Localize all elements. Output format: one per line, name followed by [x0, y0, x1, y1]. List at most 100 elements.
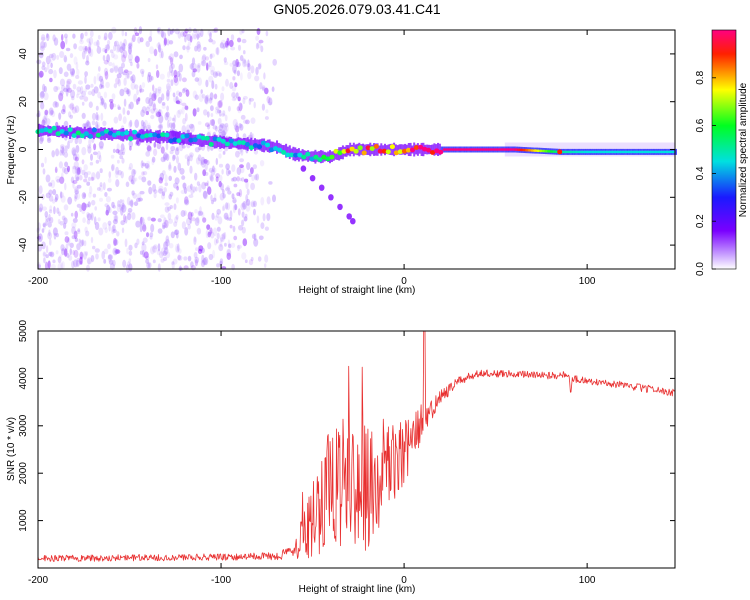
spectrogram-noise-blob	[272, 194, 276, 203]
spectrogram-ridge-point	[256, 144, 263, 150]
spectrogram-branch-point	[300, 165, 307, 172]
spectrogram-noise-blob	[218, 99, 223, 109]
spectrogram-noise-blob	[73, 43, 77, 50]
spectrogram-noise-blob	[88, 36, 94, 45]
spectrogram-noise-blob	[166, 92, 170, 102]
spectrogram-noise-blob	[170, 57, 174, 66]
spectrogram-ridge-point	[91, 127, 97, 133]
spectrogram-noise-blob	[47, 135, 51, 142]
spectrogram-noise-blob	[160, 146, 165, 154]
spectrogram-noise-blob	[197, 121, 202, 125]
spectrogram-noise-blob	[104, 192, 108, 197]
spectrogram-noise-blob	[113, 214, 117, 222]
spectrogram-ridge-envelope	[263, 138, 266, 153]
spectrogram-noise-blob	[134, 56, 140, 63]
spectrogram-noise-blob	[44, 109, 49, 116]
spectrogram-ridge-envelope	[177, 132, 180, 144]
spectrogram-noise-blob	[121, 62, 125, 69]
spectrogram-noise-blob	[241, 226, 246, 234]
spectrogram-noise-blob	[149, 235, 153, 240]
spectrogram-noise-blob	[42, 83, 46, 93]
spectrogram-noise-blob	[54, 166, 58, 173]
spectrogram-noise-blob	[203, 256, 209, 266]
spectrogram-noise-blob	[176, 232, 179, 239]
spectrogram-noise-blob	[166, 89, 170, 97]
spectrogram-noise-blob	[223, 212, 229, 220]
spectrogram-noise-blob	[111, 52, 115, 59]
spectrogram-noise-blob	[163, 37, 168, 46]
spectrogram-ridge-point	[434, 148, 440, 154]
spectrogram-noise-blob	[256, 215, 260, 224]
spectrogram-ridge-point	[208, 142, 214, 147]
spectrogram-noise-blob	[244, 259, 248, 264]
spectrogram-ridge-envelope	[250, 137, 253, 151]
spectrogram-noise-blob	[233, 203, 237, 211]
spectrogram-noise-blob	[136, 98, 139, 105]
spectrogram-noise-blob	[219, 123, 225, 128]
spectrogram-ridge-point	[184, 133, 190, 139]
spectrogram-noise-blob	[227, 239, 231, 248]
spectrogram-noise-blob	[168, 243, 174, 249]
spectrogram-noise-blob	[86, 38, 91, 43]
spectrogram-noise-blob	[74, 190, 79, 195]
spectrogram-noise-blob	[232, 176, 238, 182]
spectrogram-ridge-point	[220, 138, 226, 144]
spectrogram-noise-blob	[42, 222, 47, 228]
spectrogram-noise-blob	[212, 165, 215, 173]
spectrogram-ridge-envelope	[433, 143, 436, 156]
spectrogram-noise-blob	[255, 173, 260, 181]
spectrogram-noise-blob	[118, 66, 124, 75]
colorbar-scale	[711, 29, 737, 270]
spectrogram-noise-blob	[119, 204, 125, 211]
spectrogram-noise-blob	[86, 55, 89, 63]
spectrogram-noise-blob	[243, 119, 248, 124]
spectrogram-noise-blob	[162, 225, 166, 230]
spectrogram-noise-blob	[71, 260, 75, 269]
spectrogram-ridge-point	[293, 152, 299, 158]
spectrogram-noise-blob	[190, 62, 194, 71]
spectrogram-noise-blob	[85, 251, 88, 256]
spectrogram-noise-blob	[216, 263, 221, 268]
spectrogram-noise-blob	[242, 238, 248, 247]
spectrogram-noise-blob	[90, 176, 94, 181]
spectrogram-ridge-envelope	[54, 126, 57, 136]
spectrogram-noise-blob	[91, 172, 96, 181]
spectrogram-noise-blob	[182, 87, 188, 92]
spectrogram-noise-blob	[160, 30, 164, 38]
spectrogram-noise-blob	[160, 50, 164, 59]
spectrogram-noise-blob	[43, 41, 47, 48]
spectrogram-noise-blob	[172, 122, 176, 129]
spectrogram-noise-blob	[83, 240, 87, 247]
spectrogram-noise-blob	[260, 45, 264, 53]
spectrogram-noise-blob	[189, 35, 193, 43]
spectrogram-noise-blob	[207, 186, 212, 195]
spectrogram-noise-blob	[113, 239, 119, 246]
spectrogram-noise-blob	[58, 161, 64, 169]
spectrogram-noise-blob	[230, 34, 235, 41]
spectrogram-noise-blob	[169, 71, 173, 76]
spectrogram-noise-blob	[209, 53, 213, 60]
spectrogram-noise-blob	[241, 38, 247, 44]
spectrogram-noise-blob	[167, 206, 172, 211]
spectrogram-noise-blob	[202, 258, 207, 265]
spectrogram-noise-blob	[164, 202, 170, 206]
spectrogram-noise-blob	[222, 204, 226, 211]
spectrogram-noise-blob	[146, 164, 151, 170]
spectrogram-ridge-envelope	[175, 131, 178, 144]
spectrogram-noise-blob	[198, 210, 204, 216]
spectrogram-ridge-point	[580, 150, 584, 154]
spectrogram-ridge-envelope	[675, 148, 677, 155]
spectrogram-noise-blob	[221, 130, 226, 137]
spectrogram-noise-blob	[201, 93, 206, 99]
spectrogram-noise-blob	[172, 154, 177, 160]
spectrogram-noise-blob	[186, 217, 192, 226]
spectrogram-noise-blob	[223, 150, 226, 155]
spectrogram-noise-blob	[226, 249, 231, 256]
spectrogram-noise-blob	[90, 83, 94, 88]
snr-x-label: Height of straight line (km)	[299, 584, 416, 595]
spectrogram-ridge-point	[563, 150, 568, 154]
spectrogram-noise-blob	[232, 118, 238, 127]
spectrogram-noise-blob	[144, 163, 150, 169]
spectrogram-noise-blob	[89, 185, 93, 195]
spectrogram-noise-blob	[97, 217, 101, 222]
